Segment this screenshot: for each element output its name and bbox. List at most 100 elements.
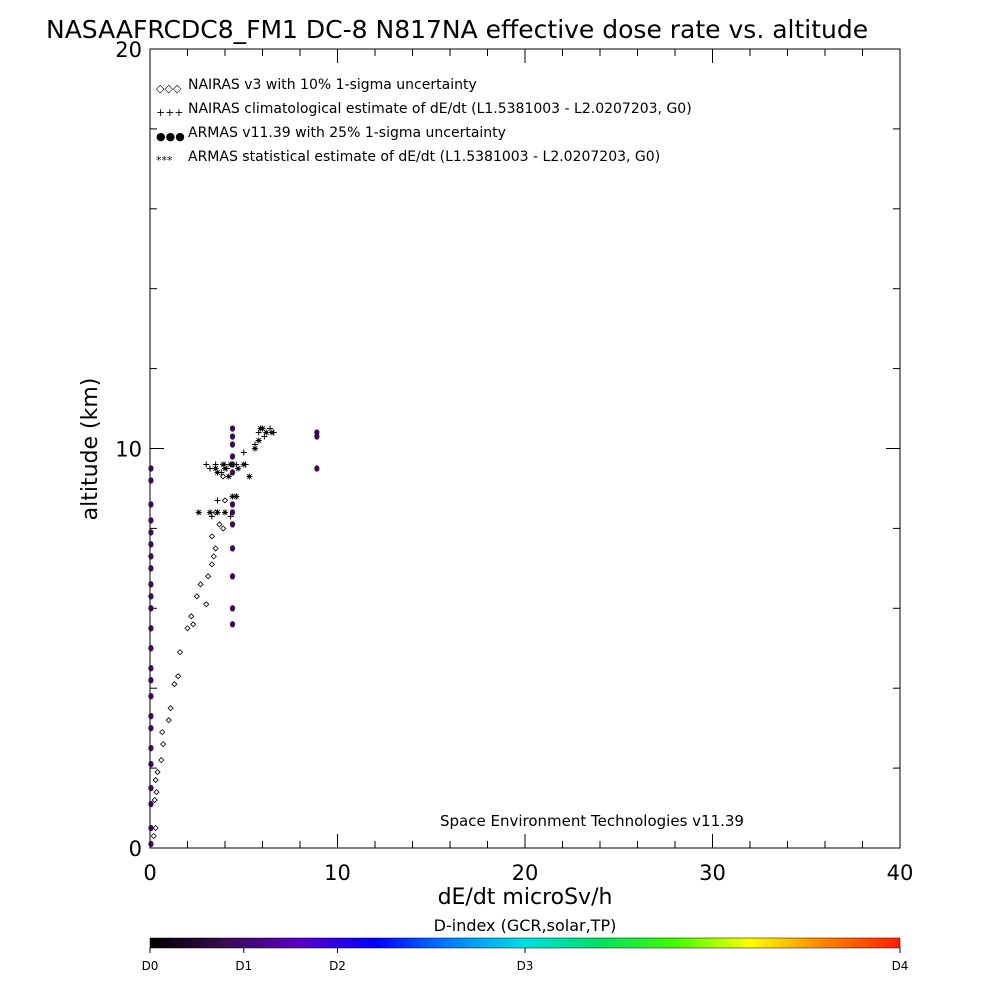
data-point-diamond [184, 625, 191, 632]
data-point-plus [240, 449, 247, 456]
data-point-dot [229, 453, 236, 460]
colorbar [149, 937, 901, 949]
data-point-dot [148, 760, 154, 768]
legend-label: ARMAS v11.39 with 25% 1-sigma uncertaint… [188, 125, 506, 141]
data-point-dot [148, 665, 154, 672]
data-point-plus [207, 465, 213, 472]
colorbar-title: D-index (GCR,solar,TP) [434, 916, 617, 935]
axis-ticks [149, 48, 901, 849]
data-point-asterisk [207, 509, 213, 516]
data-point-asterisk [255, 437, 262, 444]
data-point-dot [229, 605, 236, 612]
data-point-dot [148, 541, 154, 548]
data-point-diamond [188, 613, 195, 620]
data-point-asterisk [246, 473, 253, 480]
data-point-diamond [160, 741, 167, 748]
series-group [150, 473, 229, 840]
data-point-dot [148, 529, 154, 536]
data-point-dot [148, 553, 154, 560]
data-point-diamond [190, 621, 197, 628]
x-tick-label: 40 [887, 861, 914, 885]
data-point-dot [314, 429, 320, 436]
data-point-dot [229, 433, 236, 440]
data-point-dot [229, 501, 236, 508]
data-point-dot [148, 724, 154, 732]
x-tick-label: 30 [699, 861, 726, 885]
colorbar-label: D3 [517, 959, 534, 973]
data-point-diamond [197, 581, 204, 588]
data-point-diamond [176, 649, 184, 656]
data-point-dot [148, 593, 154, 600]
data-series [148, 425, 320, 848]
colorbar-label: D0 [142, 959, 159, 973]
data-point-dot [148, 840, 154, 848]
data-point-diamond [152, 824, 159, 832]
data-point-dot [148, 501, 154, 508]
data-point-plus [203, 461, 210, 468]
data-point-asterisk [268, 429, 275, 436]
data-point-diamond [212, 545, 219, 552]
data-point-diamond [221, 497, 229, 504]
data-point-diamond [167, 705, 174, 712]
data-point-dot [148, 712, 154, 720]
data-point-dot [229, 469, 236, 476]
colorbar-label: D1 [235, 959, 252, 973]
data-point-diamond [210, 553, 217, 560]
data-point-dot [148, 517, 154, 524]
data-point-dot [148, 784, 154, 792]
data-point-asterisk [220, 461, 227, 468]
legend-label: NAIRAS climatological estimate of dE/dt … [188, 101, 692, 117]
colorbar-label: D2 [329, 959, 346, 973]
y-tick-label: 0 [129, 837, 142, 861]
y-tick-labels: 0 10 20 [115, 38, 142, 861]
data-point-dot [148, 744, 154, 752]
data-point-diamond [158, 757, 165, 764]
data-point-diamond [150, 832, 157, 840]
data-point-diamond [193, 593, 200, 600]
colorbar-labels: D0 D1 D2 D3 D4 [142, 948, 909, 973]
data-point-asterisk [212, 465, 219, 472]
data-point-dot [229, 573, 236, 580]
colorbar-label: D4 [892, 959, 909, 973]
legend-marker: *** [156, 154, 173, 167]
data-point-asterisk [252, 445, 258, 452]
data-point-diamond [171, 681, 178, 688]
legend-label: ARMAS statistical estimate of dE/dt (L1.… [188, 149, 660, 165]
data-point-dot [229, 509, 236, 516]
data-point-dot [229, 425, 236, 432]
data-point-diamond [205, 573, 212, 580]
y-tick-label: 20 [115, 38, 142, 62]
x-tick-label: 10 [324, 861, 351, 885]
chart-title: NASAAFRCDC8_FM1 DC-8 N817NA effective do… [46, 15, 868, 44]
data-point-asterisk [227, 461, 234, 468]
data-point-asterisk [240, 461, 247, 468]
data-point-asterisk [195, 509, 202, 516]
data-point-dot [148, 477, 154, 484]
data-point-diamond [165, 717, 172, 724]
legend-marker: +++ [156, 106, 184, 119]
credit-label: Space Environment Technologies v11.39 [440, 812, 744, 830]
data-point-diamond [154, 769, 161, 776]
data-point-dot [148, 824, 154, 832]
series-group [203, 425, 277, 520]
data-point-dot [148, 800, 154, 808]
data-point-dot [148, 565, 154, 572]
data-point-diamond [220, 525, 227, 532]
data-point-dot [229, 621, 236, 628]
data-point-dot [148, 692, 154, 700]
data-point-asterisk [222, 465, 228, 472]
series-group [195, 425, 275, 516]
data-point-plus [214, 497, 221, 504]
data-point-dot [148, 465, 154, 472]
data-point-dot [148, 677, 154, 684]
data-point-dot [229, 441, 236, 448]
data-point-dot [314, 465, 320, 472]
data-point-dot [229, 521, 236, 528]
legend-marker: ●●● [156, 130, 185, 143]
data-point-asterisk [257, 425, 264, 432]
x-axis-label: dE/dt microSv/h [438, 885, 613, 910]
data-point-diamond [159, 729, 166, 736]
data-point-asterisk [222, 509, 228, 516]
legend-label: NAIRAS v3 with 10% 1-sigma uncertainty [188, 77, 477, 93]
